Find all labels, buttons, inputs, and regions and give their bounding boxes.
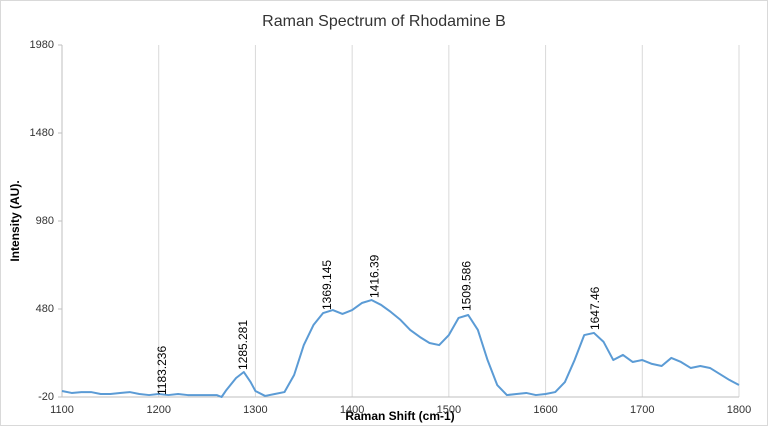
y-tick-label: -20 [38, 391, 54, 403]
y-tick-label: 1480 [30, 127, 54, 139]
y-tick-label: 480 [36, 303, 54, 315]
x-axis-title: Raman Shift (cm-1) [345, 409, 454, 423]
x-tick-label: 1600 [533, 404, 557, 416]
peak-label: 1369.145 [320, 260, 334, 310]
data-line [61, 299, 740, 398]
x-tick-label: 1300 [243, 404, 267, 416]
x-tick-label: 1500 [437, 404, 461, 416]
peak-label: 1285.281 [236, 320, 250, 370]
y-axis-title: Intensity (AU). [8, 180, 22, 261]
chart-title: Raman Spectrum of Rhodamine B [262, 13, 506, 30]
peak-label: 1509.586 [459, 261, 473, 311]
y-tick-label: 980 [36, 215, 54, 227]
y-tick-label: 1980 [30, 39, 54, 51]
x-tick-label: 1800 [727, 404, 751, 416]
x-tick-label: 1200 [146, 404, 170, 416]
peak-label: 1647.46 [588, 286, 602, 330]
x-tick-label: 1400 [340, 404, 364, 416]
peak-label: 1183.236 [155, 346, 169, 395]
x-tick-label: 1700 [630, 404, 654, 416]
x-tick-label: 1100 [50, 404, 74, 416]
peak-label: 1416.39 [368, 254, 382, 298]
